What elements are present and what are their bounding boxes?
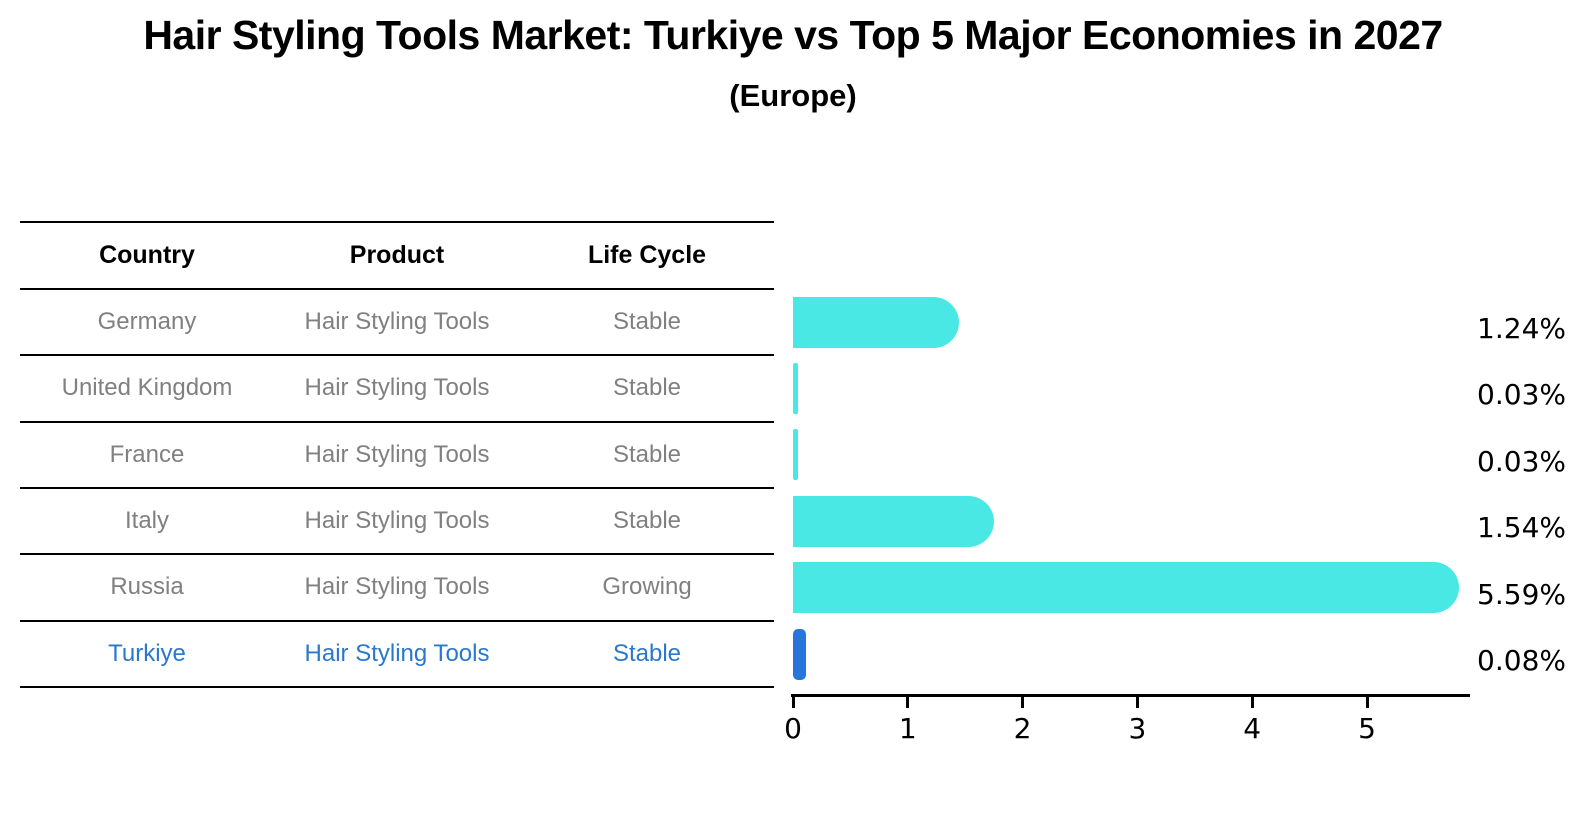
x-tick-label: 3 (1128, 712, 1147, 745)
x-tick-label: 1 (898, 712, 917, 745)
cell-life-cycle: Stable (612, 639, 682, 667)
value-label: 0.03% (1477, 378, 1566, 412)
x-tick-label: 0 (784, 712, 802, 745)
col-header-life-cycle: Life Cycle (587, 241, 707, 269)
cell-life-cycle: Stable (612, 374, 682, 402)
table-row: Italy Hair Styling Tools Stable (20, 489, 774, 556)
table-row: Turkiye Hair Styling Tools Stable (20, 622, 774, 688)
x-tick (1365, 694, 1369, 708)
cell-life-cycle: Stable (612, 507, 682, 535)
table-row: Germany Hair Styling Tools Stable (20, 290, 774, 357)
cell-country: Turkiye (108, 639, 186, 667)
cell-country: Italy (124, 507, 169, 535)
bar-turkiye (793, 628, 806, 680)
cell-product: Hair Styling Tools (304, 440, 490, 468)
cell-product: Hair Styling Tools (304, 374, 490, 402)
col-header-product: Product (349, 241, 445, 269)
bar-russia (793, 562, 1459, 614)
col-header-country: Country (99, 241, 195, 269)
table-row: Russia Hair Styling Tools Growing (20, 555, 774, 622)
bar-united-kingdom (793, 362, 798, 414)
value-label: 5.59% (1477, 577, 1566, 611)
x-tick-label: 5 (1358, 712, 1376, 745)
cell-life-cycle: Stable (612, 440, 682, 468)
cell-life-cycle: Growing (602, 573, 692, 601)
x-tick-label: 4 (1243, 712, 1262, 745)
market-table: Country Product Life Cycle Germany Hair Styl… (20, 221, 774, 688)
x-axis-line (791, 694, 1471, 697)
value-label: 1.24% (1477, 312, 1566, 345)
cell-country: United Kingdom (61, 374, 233, 402)
value-label: 0.03% (1477, 444, 1566, 478)
bar-italy (793, 495, 994, 547)
table-row: United Kingdom Hair Styling Tools Stable (20, 356, 774, 423)
value-label: 0.08% (1477, 644, 1566, 677)
x-tick (1135, 694, 1139, 708)
x-tick (1250, 694, 1254, 708)
cell-country: France (109, 440, 185, 468)
cell-life-cycle: Stable (612, 308, 682, 336)
cell-product: Hair Styling Tools (304, 507, 490, 535)
x-tick (791, 694, 795, 708)
x-tick (1021, 694, 1025, 708)
cell-country: Russia (110, 573, 184, 601)
table-row: France Hair Styling Tools Stable (20, 423, 774, 489)
x-tick (906, 694, 910, 708)
bar-france (793, 429, 798, 481)
chart-title: Hair Styling Tools Market: Turkiye vs To… (143, 12, 1443, 58)
x-tick-label: 2 (1013, 712, 1032, 745)
cell-product: Hair Styling Tools (304, 308, 490, 336)
table-header-row: Country Product Life Cycle (20, 223, 774, 290)
cell-country: Germany (97, 308, 197, 336)
chart-subtitle: (Europe) (729, 78, 857, 113)
value-label: 1.54% (1477, 511, 1566, 545)
cell-product: Hair Styling Tools (304, 573, 490, 601)
cell-product: Hair Styling Tools (304, 639, 490, 667)
bar-germany (793, 296, 960, 348)
